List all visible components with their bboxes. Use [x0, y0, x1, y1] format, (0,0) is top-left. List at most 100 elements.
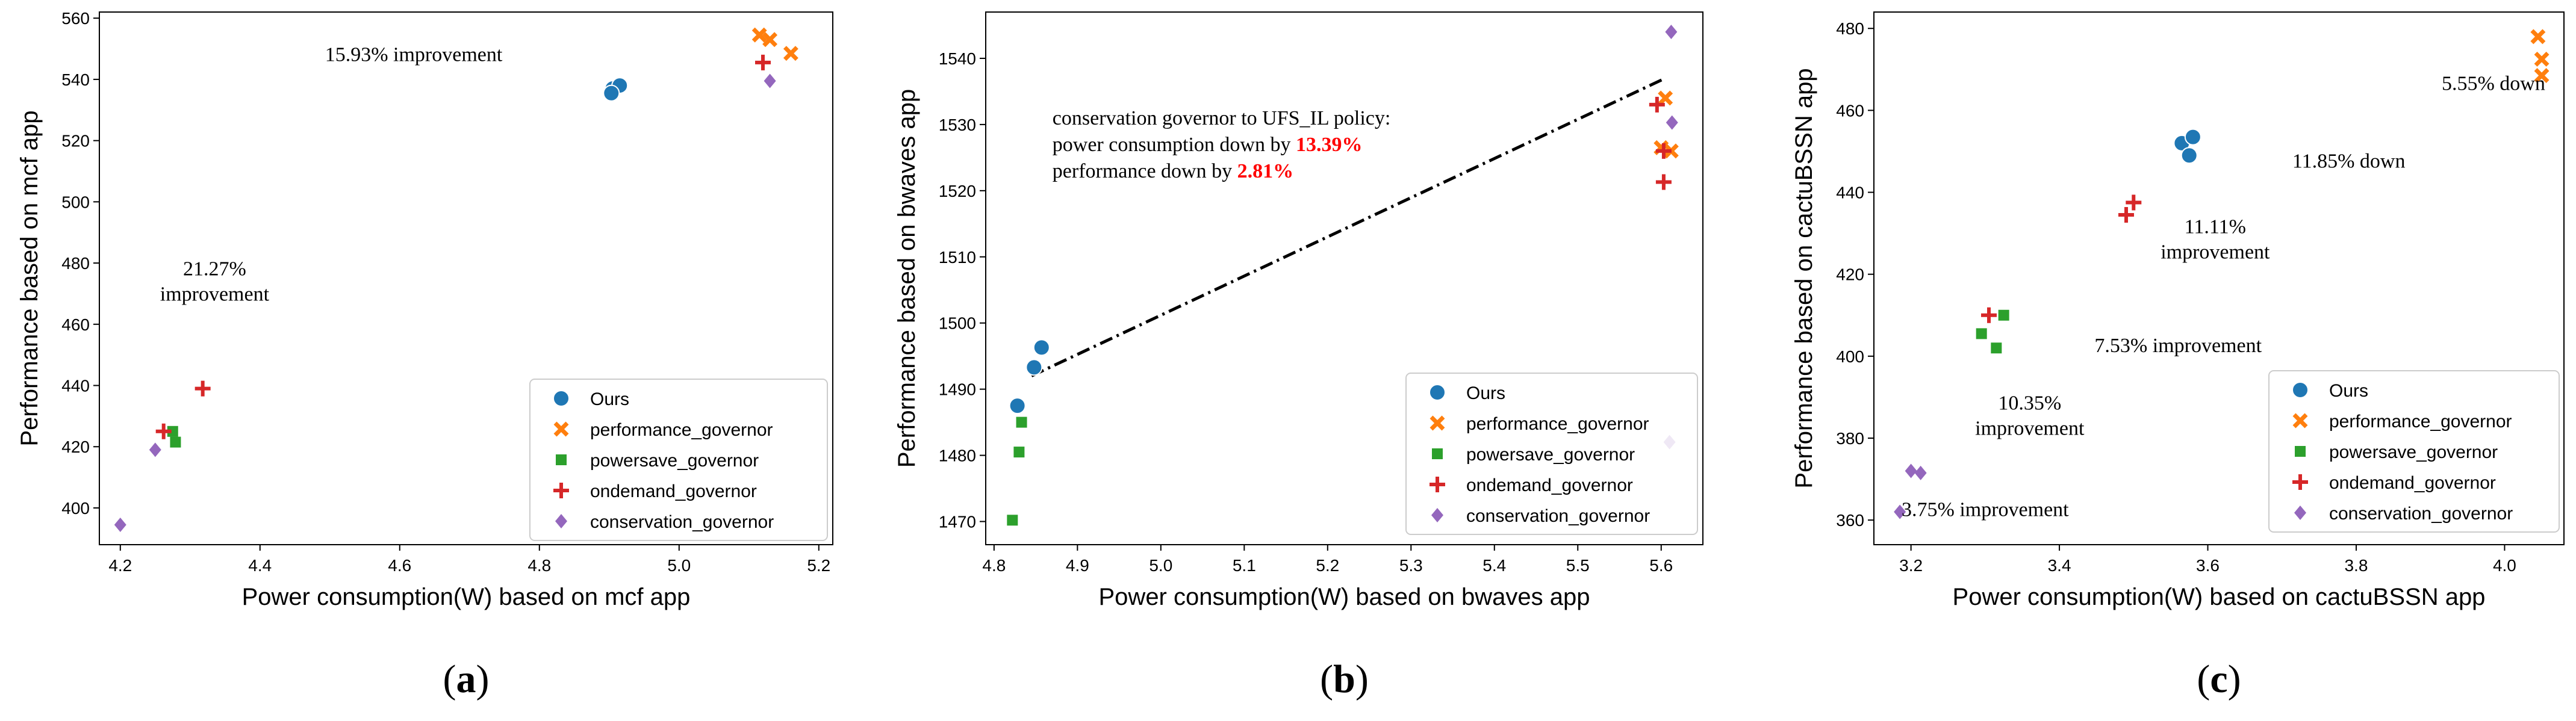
x-tick-label: 4.9	[1066, 556, 1089, 575]
legend-label: Ours	[1466, 383, 1505, 403]
data-point-conservation_governor	[149, 442, 161, 457]
legend-item-ondemand_governor: ondemand_governor	[553, 481, 757, 501]
y-tick-label: 440	[61, 377, 90, 395]
legend-marker-ondemand_governor	[2292, 474, 2308, 490]
legend-label: ondemand_governor	[1466, 475, 1633, 495]
data-point-conservation_governor	[114, 517, 126, 532]
legend-marker-ours	[1429, 384, 1446, 401]
plot-frame	[985, 11, 1703, 545]
data-point-ondemand_governor	[2126, 194, 2142, 211]
data-point-performance_governor	[783, 46, 798, 61]
annotation: 11.11% improvement	[2161, 216, 2270, 264]
legend-label: conservation_governor	[1466, 506, 1650, 526]
data-point-ours	[1033, 339, 1050, 356]
x-tick-label: 5.0	[667, 556, 691, 575]
y-tick-label: 1480	[939, 447, 976, 465]
legend-item-conservation_governor: conservation_governor	[2294, 504, 2513, 524]
y-tick-label: 380	[1836, 429, 1864, 448]
x-tick-label: 5.1	[1233, 556, 1256, 575]
legend-label: performance_governor	[2329, 412, 2512, 432]
y-tick-label: 560	[61, 9, 90, 28]
legend-item-powersave_governor: powersave_governor	[1432, 445, 1635, 465]
y-axis-label: Performance based on bwaves app	[894, 89, 920, 468]
data-point-performance_governor	[762, 32, 778, 48]
legend-item-ours: Ours	[2292, 381, 2368, 401]
data-point-powersave_governor	[1976, 328, 1987, 339]
y-tick-label: 480	[61, 254, 90, 273]
data-point-powersave_governor	[1998, 309, 2009, 321]
data-point-conservation_governor	[764, 73, 776, 88]
x-axis-label: Power consumption(W) based on mcf app	[242, 584, 691, 610]
data-point-performance_governor	[751, 27, 767, 43]
data-point-ondemand_governor	[194, 380, 211, 397]
legend-marker-powersave_governor	[556, 454, 567, 465]
y-tick-label: 360	[1836, 511, 1864, 530]
legend-item-ondemand_governor: ondemand_governor	[1430, 475, 1633, 495]
legend-marker-performance_governor	[2292, 413, 2308, 429]
legend-frame	[1405, 373, 1698, 535]
legend-label: powersave_governor	[1466, 445, 1635, 465]
x-tick-label: 3.2	[1899, 556, 1923, 575]
legend-marker-powersave_governor	[2295, 446, 2306, 457]
series-ondemand_governor	[1649, 96, 1672, 190]
data-point-ondemand_governor	[2118, 206, 2134, 223]
legend-marker-powersave_governor	[1432, 448, 1443, 459]
data-point-ours	[2180, 147, 2198, 164]
y-tick-label: 1530	[939, 116, 976, 134]
legend-item-powersave_governor: powersave_governor	[556, 451, 759, 471]
legend-label: ondemand_governor	[2329, 473, 2496, 493]
legend-item-conservation_governor: conservation_governor	[555, 512, 774, 532]
legend-label: performance_governor	[1466, 414, 1649, 434]
series-powersave_governor	[167, 425, 181, 448]
trend-line	[1031, 76, 1666, 377]
x-tick-label: 4.8	[527, 556, 551, 575]
legend-item-ours: Ours	[553, 389, 629, 409]
legend: Ours performance_governor powersave_govern…	[529, 379, 828, 541]
chart-panel-c: 3.2 3.4 3.6 3.8 4.0 360 380 400 420 440 460 480 Powe…	[1791, 11, 2565, 701]
legend-marker-conservation_governor	[555, 514, 567, 528]
x-axis-label: Power consumption(W) based on cactuBSSN …	[1953, 584, 2486, 610]
legend-marker-ondemand_governor	[553, 483, 569, 498]
data-point-powersave_governor	[1016, 416, 1027, 428]
y-tick-label: 1500	[939, 314, 976, 333]
legend-item-performance_governor: performance_governor	[553, 420, 773, 440]
plot-frame	[1873, 11, 2565, 545]
data-point-conservation_governor	[1894, 504, 1906, 519]
y-tick-label: 420	[1836, 265, 1864, 284]
legend-marker-performance_governor	[553, 421, 569, 437]
data-point-ondemand_governor	[155, 423, 172, 439]
x-tick-label: 3.4	[2048, 556, 2071, 575]
y-tick-label: 460	[1836, 101, 1864, 120]
legend-marker-ondemand_governor	[1430, 477, 1445, 492]
x-tick-label: 4.0	[2493, 556, 2516, 575]
x-tick-label: 5.6	[1649, 556, 1673, 575]
x-tick-label: 4.8	[982, 556, 1006, 575]
data-point-performance_governor	[1658, 90, 1673, 106]
panel-label: (a)	[443, 657, 490, 701]
data-point-ondemand_governor	[1655, 174, 1672, 190]
legend: Ours performance_governor powersave_govern…	[1405, 373, 1698, 535]
series-ours	[1009, 339, 1050, 415]
x-tick-label: 5.3	[1399, 556, 1423, 575]
legend-label: ondemand_governor	[590, 481, 757, 501]
annotation: 21.27% improvement	[160, 258, 270, 305]
legend-marker-ours	[553, 390, 570, 407]
y-axis-label: Performance based on mcf app	[16, 110, 43, 446]
y-tick-label: 420	[61, 438, 90, 456]
y-tick-label: 480	[1836, 19, 1864, 38]
legend-marker-conservation_governor	[1431, 508, 1443, 522]
legend-label: conservation_governor	[2329, 504, 2513, 524]
data-point-conservation_governor	[1905, 463, 1917, 478]
legend-frame	[2268, 370, 2560, 533]
chart-panel-a: 4.2 4.4 4.6 4.8 5.0 5.2 400 420 440 460 480 500 520 5…	[16, 9, 833, 701]
annotation: 7.53% improvement	[2094, 335, 2262, 357]
legend: Ours performance_governor powersave_govern…	[2268, 370, 2560, 533]
series-ours	[2173, 128, 2201, 164]
series-conservation_governor	[114, 73, 776, 532]
chart-panel-b: 4.8 4.9 5.0 5.1 5.2 5.3 5.4 5.5 5.6 1470 1480 1490 1…	[894, 11, 1703, 701]
series-ours	[603, 77, 629, 102]
legend-marker-conservation_governor	[2294, 506, 2306, 520]
legend-label: performance_governor	[590, 420, 773, 440]
x-tick-label: 5.2	[1316, 556, 1339, 575]
x-tick-label: 4.2	[108, 556, 132, 575]
